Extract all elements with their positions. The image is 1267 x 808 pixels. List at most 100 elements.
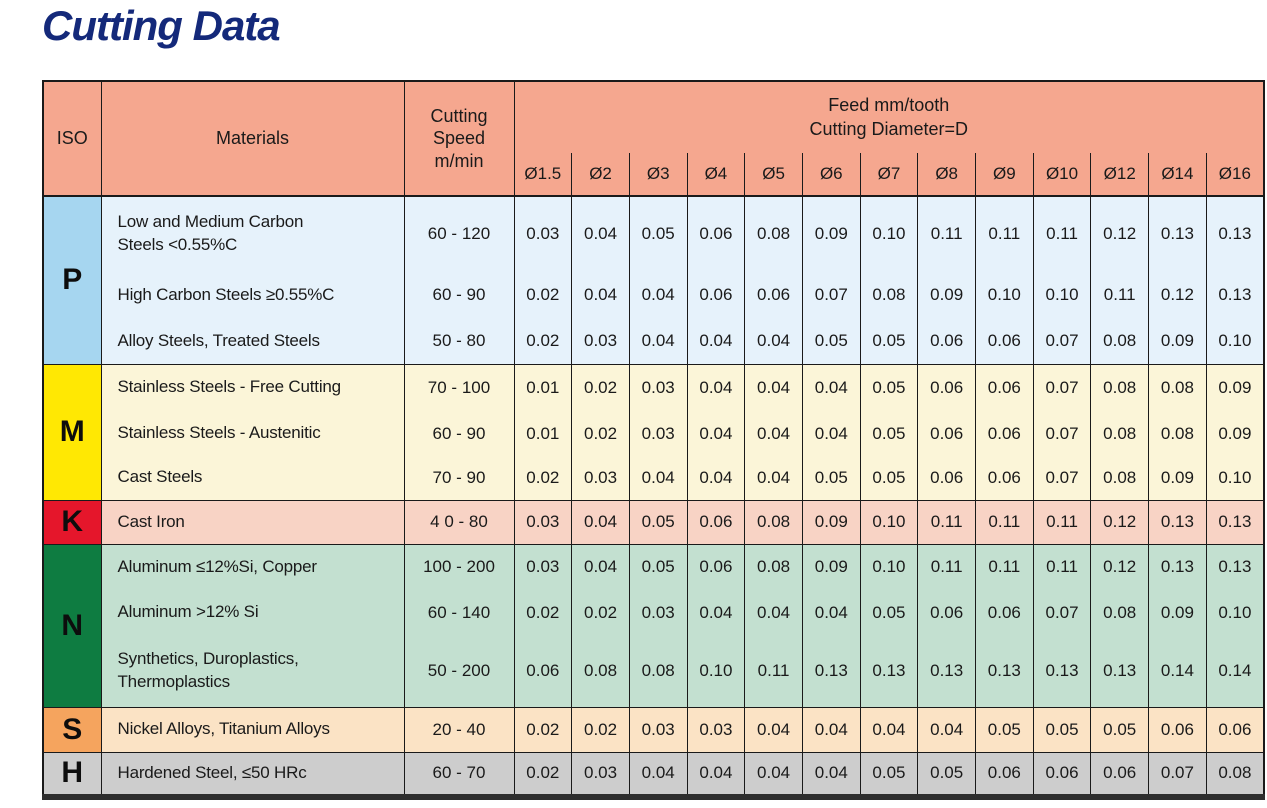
feed-value-cell: 0.06 <box>513 635 572 707</box>
feed-value-cell: 0.08 <box>744 195 803 271</box>
speed-cell: 70 - 90 <box>403 456 514 500</box>
feed-value-cell: 0.06 <box>1090 751 1149 797</box>
feed-value-cell: 0.05 <box>801 319 861 364</box>
iso-group-cell: N <box>42 543 101 707</box>
feed-value-cell: 0.04 <box>744 319 803 364</box>
feed-value-cell: 0.03 <box>686 706 745 752</box>
feed-value-cell: 0.07 <box>1148 751 1207 797</box>
speed-cell: 60 - 90 <box>403 271 514 319</box>
feed-value-cell: 0.09 <box>1148 456 1207 500</box>
material-cell: Hardened Steel, ≤50 HRc <box>100 751 404 797</box>
feed-header: Feed mm/tooth Cutting Diameter=D <box>513 81 1264 153</box>
feed-value-cell: 0.08 <box>1090 590 1149 635</box>
speed-cell: 60 - 90 <box>403 411 514 456</box>
feed-value-cell: 0.11 <box>917 499 976 544</box>
feed-value-cell: 0.10 <box>975 271 1034 319</box>
feed-value-cell: 0.09 <box>801 543 861 590</box>
feed-title: Feed mm/tooth <box>828 95 950 116</box>
feed-value-cell: 0.05 <box>859 590 918 635</box>
feed-value-cell: 0.04 <box>744 751 803 797</box>
table-row: K Cast Iron 4 0 - 80 0.03 0.04 0.05 0.06 0.08 0.… <box>42 499 1264 544</box>
feed-value-cell: 0.04 <box>744 590 803 635</box>
feed-value-cell: 0.08 <box>1090 319 1149 364</box>
feed-value-cell: 0.06 <box>975 751 1034 797</box>
diameter-column-header: Ø3 <box>628 153 688 197</box>
speed-cell: 20 - 40 <box>403 706 514 752</box>
feed-value-cell: 0.10 <box>859 499 918 544</box>
feed-value-cell: 0.11 <box>1090 271 1149 319</box>
feed-value-cell: 0.09 <box>1148 590 1207 635</box>
feed-value-cell: 0.06 <box>917 456 976 500</box>
diameter-column-header: Ø12 <box>1090 153 1149 197</box>
material-cell: Aluminum >12% Si <box>100 590 404 635</box>
feed-value-cell: 0.06 <box>744 271 803 319</box>
feed-value-cell: 0.04 <box>917 706 976 752</box>
diameter-column-header: Ø5 <box>744 153 803 197</box>
feed-value-cell: 0.04 <box>628 456 688 500</box>
speed-cell: 60 - 140 <box>403 590 514 635</box>
feed-value-cell: 0.13 <box>1205 271 1264 319</box>
material-cell: High Carbon Steels ≥0.55%C <box>100 271 404 319</box>
table-row: Alloy Steels, Treated Steels 50 - 80 0.02 0… <box>43 319 1264 364</box>
feed-value-cell: 0.09 <box>1205 411 1264 456</box>
feed-value-cell: 0.03 <box>628 363 688 411</box>
feed-value-cell: 0.04 <box>859 706 918 752</box>
feed-value-cell: 0.06 <box>1205 706 1264 752</box>
iso-group-cell: M <box>42 363 101 500</box>
feed-value-cell: 0.06 <box>1032 751 1091 797</box>
feed-value-cell: 0.12 <box>1090 543 1149 590</box>
feed-value-cell: 0.10 <box>1205 590 1264 635</box>
header-row-diameters: Ø1.5 Ø2 Ø3 Ø4 Ø5 Ø6 Ø7 Ø8 Ø9 Ø10 Ø12 Ø14 Ø16 <box>43 153 1264 197</box>
feed-value-cell: 0.05 <box>801 456 861 500</box>
feed-value-cell: 0.11 <box>975 499 1034 544</box>
feed-value-cell: 0.03 <box>513 499 572 544</box>
feed-value-cell: 0.13 <box>1148 543 1207 590</box>
feed-value-cell: 0.06 <box>975 411 1034 456</box>
feed-value-cell: 0.02 <box>571 411 630 456</box>
feed-value-cell: 0.05 <box>859 411 918 456</box>
feed-value-cell: 0.02 <box>513 456 572 500</box>
feed-value-cell: 0.04 <box>801 590 861 635</box>
feed-value-cell: 0.06 <box>975 590 1034 635</box>
material-cell: Nickel Alloys, Titanium Alloys <box>100 706 404 752</box>
feed-value-cell: 0.02 <box>513 751 572 797</box>
feed-value-cell: 0.05 <box>628 543 688 590</box>
feed-value-cell: 0.06 <box>975 319 1034 364</box>
speed-cell: 70 - 100 <box>403 363 514 411</box>
feed-value-cell: 0.09 <box>801 195 861 271</box>
diameter-column-header: Ø14 <box>1148 153 1207 197</box>
feed-value-cell: 0.02 <box>513 590 572 635</box>
feed-value-cell: 0.04 <box>686 411 745 456</box>
feed-value-cell: 0.06 <box>917 411 976 456</box>
feed-value-cell: 0.03 <box>628 411 688 456</box>
feed-value-cell: 0.04 <box>801 411 861 456</box>
feed-value-cell: 0.07 <box>1032 590 1091 635</box>
feed-value-cell: 0.04 <box>801 751 861 797</box>
table-row: Aluminum >12% Si 60 - 140 0.02 0.02 0.03 0.04… <box>43 590 1264 635</box>
feed-value-cell: 0.03 <box>571 751 630 797</box>
speed-cell: 60 - 120 <box>403 195 514 271</box>
feed-value-cell: 0.09 <box>917 271 976 319</box>
feed-value-cell: 0.07 <box>1032 319 1091 364</box>
diameter-column-header: Ø16 <box>1205 153 1264 197</box>
feed-value-cell: 0.04 <box>801 706 861 752</box>
feed-value-cell: 0.05 <box>917 751 976 797</box>
feed-value-cell: 0.08 <box>744 499 803 544</box>
feed-value-cell: 0.02 <box>513 706 572 752</box>
iso-group-cell: S <box>42 706 101 752</box>
feed-value-cell: 0.07 <box>801 271 861 319</box>
feed-value-cell: 0.03 <box>628 706 688 752</box>
feed-value-cell: 0.04 <box>628 751 688 797</box>
feed-value-cell: 0.02 <box>513 271 572 319</box>
feed-value-cell: 0.06 <box>686 195 745 271</box>
feed-value-cell: 0.04 <box>744 706 803 752</box>
feed-value-cell: 0.07 <box>1032 411 1091 456</box>
feed-value-cell: 0.02 <box>571 363 630 411</box>
feed-value-cell: 0.08 <box>859 271 918 319</box>
feed-value-cell: 0.03 <box>513 543 572 590</box>
feed-value-cell: 0.13 <box>859 635 918 707</box>
material-cell: Cast Iron <box>100 499 404 544</box>
feed-value-cell: 0.13 <box>917 635 976 707</box>
diameter-column-header: Ø9 <box>975 153 1034 197</box>
feed-value-cell: 0.05 <box>628 195 688 271</box>
